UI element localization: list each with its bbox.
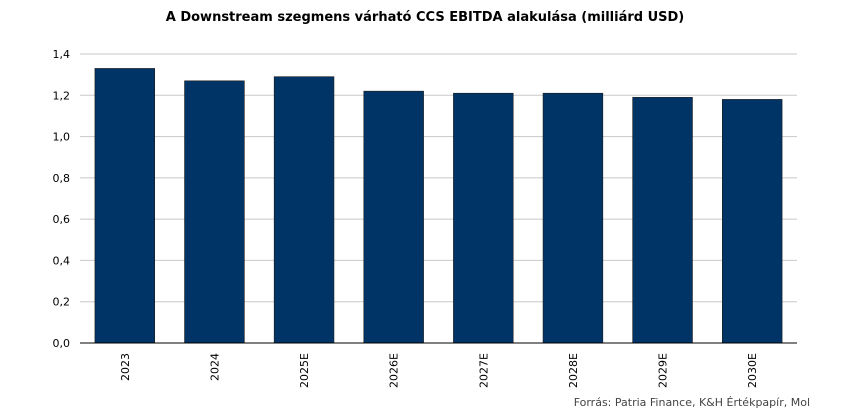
y-tick-label: 0,8 bbox=[53, 172, 71, 185]
y-tick-label: 1,4 bbox=[53, 48, 71, 61]
x-tick-label: 2028E bbox=[567, 353, 580, 388]
bar-2027e bbox=[453, 92, 514, 344]
bar-2024 bbox=[184, 80, 245, 344]
y-tick-label: 1,2 bbox=[53, 89, 71, 102]
y-tick-label: 0,4 bbox=[53, 254, 71, 267]
x-tick-label: 2029E bbox=[657, 353, 670, 388]
bar-2025e bbox=[273, 76, 335, 344]
bar-2023 bbox=[94, 68, 156, 344]
y-tick-label: 0,2 bbox=[53, 296, 71, 309]
bar-2030e bbox=[721, 99, 783, 344]
y-tick-label: 1,0 bbox=[53, 131, 71, 144]
bar-2026e bbox=[363, 90, 424, 344]
chart-title: A Downstream szegmens várható CCS EBITDA… bbox=[165, 10, 685, 25]
x-tick-label: 2024 bbox=[208, 353, 221, 381]
bar-2029e bbox=[632, 97, 693, 344]
source-note: Forrás: Patria Finance, K&H Értékpapír, … bbox=[573, 396, 810, 409]
x-tick-label: 2026E bbox=[388, 353, 401, 388]
bar-2028e bbox=[542, 92, 604, 344]
x-tick-label: 2023 bbox=[119, 353, 132, 381]
x-tick-label: 2025E bbox=[298, 353, 311, 388]
x-axis-tick-labels: 2023 2024 2025E 2026E 2027E 2028E 2029E 2030E bbox=[119, 353, 759, 388]
x-tick-label: 2027E bbox=[477, 353, 490, 388]
y-tick-label: 0,6 bbox=[53, 213, 71, 226]
y-axis-tick-labels: 0,0 0,2 0,4 0,6 0,8 1,0 1,2 1,4 bbox=[53, 48, 71, 350]
x-tick-label: 2030E bbox=[746, 353, 759, 388]
bars bbox=[94, 68, 783, 344]
y-tick-label: 0,0 bbox=[53, 337, 71, 350]
